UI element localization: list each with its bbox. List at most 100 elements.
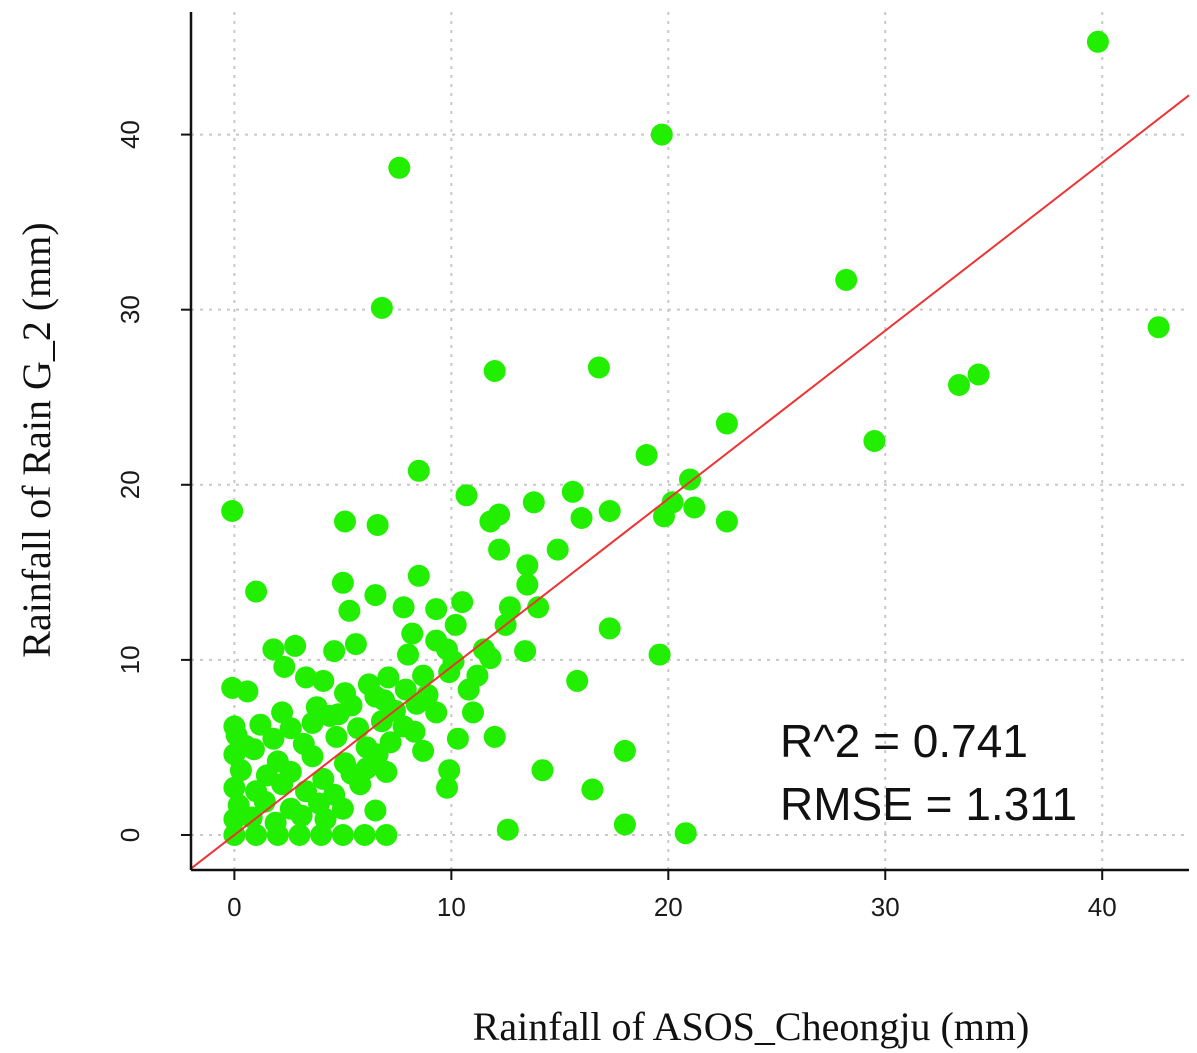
- data-point: [581, 778, 604, 801]
- data-point: [472, 638, 495, 661]
- data-point: [273, 655, 296, 678]
- data-point: [683, 496, 706, 519]
- data-point: [240, 806, 263, 829]
- data-point: [648, 643, 671, 666]
- data-point: [331, 797, 354, 820]
- data-point: [446, 727, 469, 750]
- data-point: [388, 156, 411, 179]
- data-point: [835, 268, 858, 291]
- data-point: [412, 664, 435, 687]
- data-point: [364, 584, 387, 607]
- data-point: [416, 683, 439, 706]
- y-axis-title: Rainfall of Rain G_2 (mm): [14, 222, 59, 657]
- data-point: [271, 773, 294, 796]
- data-point: [401, 622, 424, 645]
- data-point: [375, 760, 398, 783]
- data-point: [370, 296, 393, 319]
- data-point: [598, 500, 621, 522]
- data-point: [498, 596, 521, 619]
- data-point: [948, 374, 970, 396]
- data-point: [327, 703, 350, 726]
- y-tick-label: 20: [115, 470, 145, 499]
- x-tick-label: 40: [1088, 892, 1117, 922]
- data-point: [635, 444, 658, 466]
- data-point: [279, 717, 302, 740]
- data-point: [407, 459, 430, 482]
- data-point: [331, 824, 354, 846]
- x-tick-label: 0: [227, 892, 241, 922]
- data-point: [425, 701, 448, 724]
- data-point: [438, 759, 461, 782]
- data-point: [245, 580, 268, 603]
- data-point: [284, 634, 307, 657]
- data-point: [301, 745, 324, 768]
- data-point: [377, 666, 400, 689]
- y-tick-label: 0: [115, 828, 145, 842]
- data-point: [674, 822, 697, 845]
- data-point: [221, 500, 244, 522]
- data-point: [262, 638, 285, 661]
- axes: [181, 12, 1189, 880]
- data-point: [392, 596, 415, 619]
- data-point: [425, 598, 448, 621]
- data-point: [457, 678, 480, 701]
- data-point: [397, 643, 419, 666]
- data-point: [715, 510, 738, 533]
- data-point: [364, 799, 387, 822]
- data-point: [403, 720, 426, 743]
- data-point: [531, 759, 554, 782]
- data-point: [514, 640, 537, 663]
- x-tick-label: 10: [437, 892, 466, 922]
- x-tick-label: 30: [871, 892, 900, 922]
- data-point: [527, 596, 550, 619]
- data-point: [483, 725, 506, 748]
- data-point: [488, 538, 511, 561]
- x-axis-title: Rainfall of ASOS_Cheongju (mm): [473, 1004, 1030, 1049]
- data-point: [331, 571, 354, 594]
- data-point: [613, 813, 636, 836]
- data-point: [1086, 30, 1109, 53]
- data-point: [661, 491, 684, 514]
- data-point: [338, 599, 361, 622]
- data-point: [436, 776, 458, 799]
- data-point: [295, 666, 317, 689]
- data-point: [650, 123, 673, 146]
- data-point: [266, 824, 289, 846]
- data-point: [516, 573, 539, 596]
- data-point: [312, 767, 335, 790]
- data-point: [462, 701, 484, 724]
- data-point: [394, 678, 417, 701]
- data-point: [412, 739, 435, 762]
- data-point: [442, 650, 465, 673]
- data-point: [310, 824, 333, 846]
- tick-labels: 0 10 20 30 40 0 10 20 30 40: [115, 120, 1117, 922]
- data-point: [234, 734, 257, 757]
- data-point: [223, 776, 246, 799]
- fit-line-layer: [190, 94, 1190, 870]
- y-tick-label: 30: [115, 295, 145, 324]
- data-point: [353, 824, 376, 846]
- regression-line: [190, 94, 1190, 870]
- rmse-label: RMSE = 1.311: [780, 778, 1077, 830]
- data-point: [522, 491, 545, 514]
- data-point: [344, 633, 367, 656]
- data-point: [496, 818, 519, 841]
- data-point: [407, 564, 430, 587]
- data-point: [288, 824, 311, 846]
- x-tick-label: 20: [654, 892, 683, 922]
- data-point: [249, 713, 272, 736]
- data-point: [715, 412, 738, 435]
- data-point: [349, 773, 372, 796]
- data-point: [451, 591, 474, 614]
- data-point: [290, 804, 313, 827]
- data-point: [334, 510, 356, 533]
- data-point: [347, 717, 370, 740]
- data-point: [223, 808, 246, 831]
- y-tick-label: 10: [115, 645, 145, 674]
- data-point: [488, 503, 511, 526]
- data-point: [561, 480, 584, 503]
- data-point: [375, 824, 398, 846]
- data-point: [301, 711, 324, 734]
- data-point: [373, 689, 396, 712]
